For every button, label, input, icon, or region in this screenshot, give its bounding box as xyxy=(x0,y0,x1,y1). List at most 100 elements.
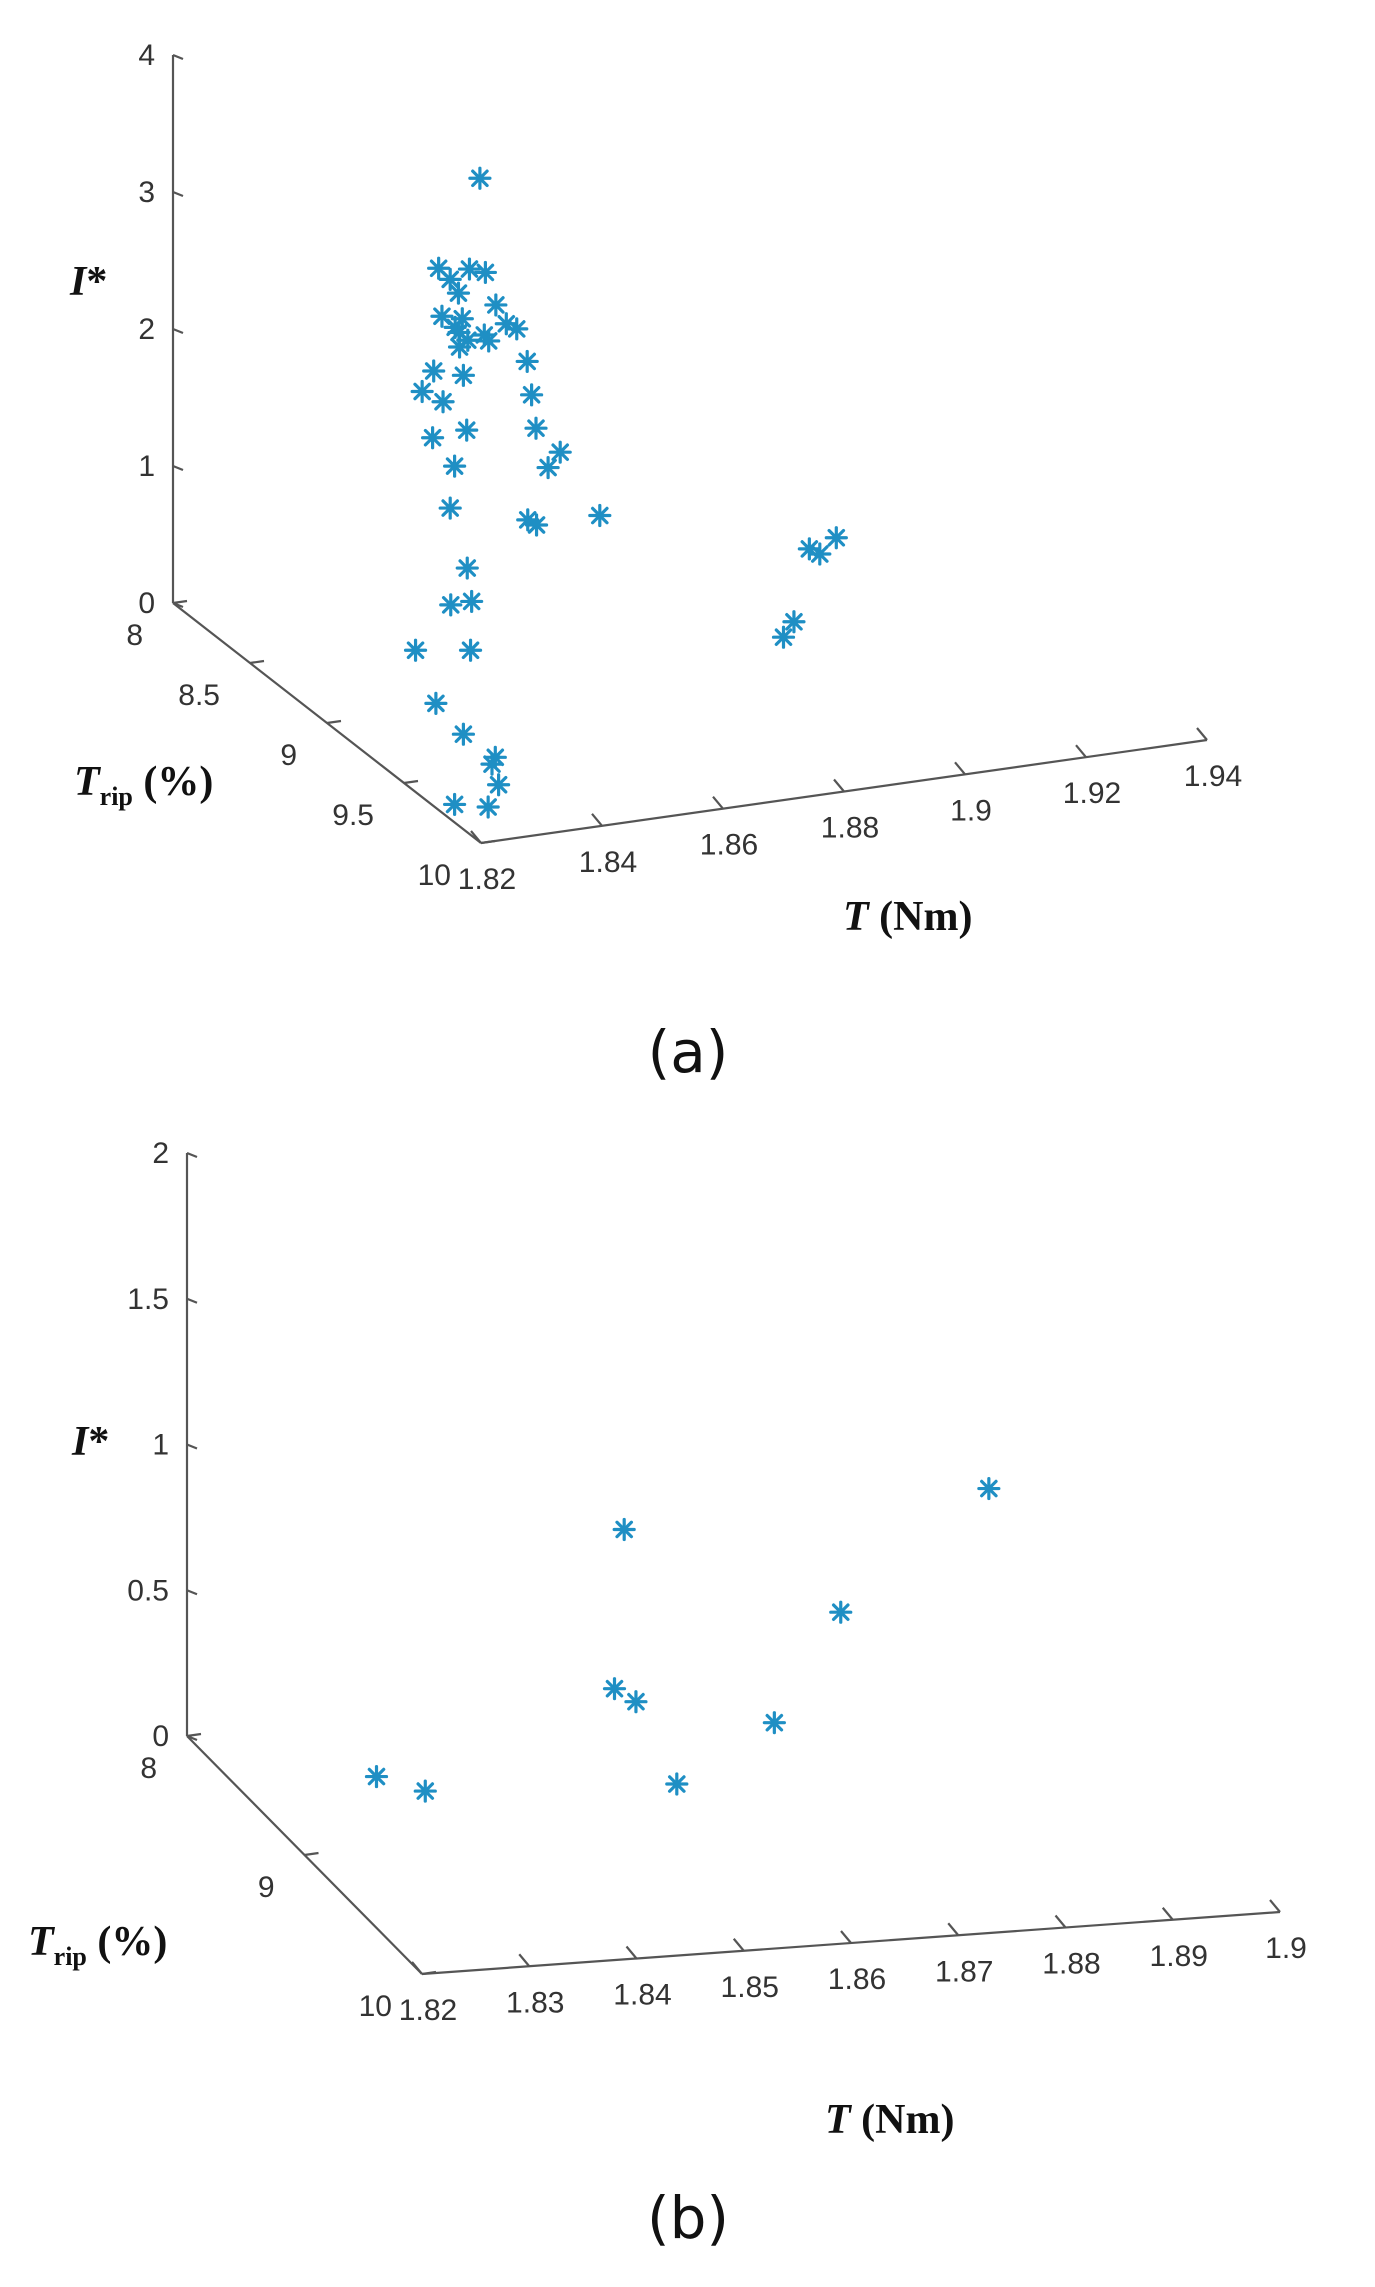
data-point-a xyxy=(443,792,467,817)
trip-tick-mark-a xyxy=(403,779,419,785)
z-tick-label-a: 1 xyxy=(138,450,155,483)
z-tick-mark-a xyxy=(172,327,184,335)
t-tick-mark-a xyxy=(712,795,724,810)
t-tick-mark-b xyxy=(1054,1914,1067,1929)
z-tick-mark-b xyxy=(186,1443,198,1450)
trip-tick-mark-a xyxy=(249,659,265,665)
t-tick-mark-a xyxy=(470,830,482,844)
z-tick-label-b: 0 xyxy=(152,1720,169,1753)
trip-tick-mark-b xyxy=(421,1970,437,1976)
data-points-b xyxy=(364,1476,1001,1803)
trip-tick-label-a: 9 xyxy=(280,739,297,772)
data-point-a xyxy=(422,359,446,383)
t-tick-label-b: 1.89 xyxy=(1150,1940,1208,1973)
trip-tick-mark-a xyxy=(326,719,342,725)
caption-b: (b) xyxy=(647,2184,729,2252)
z-tick-label-b: 2 xyxy=(152,1137,169,1170)
t-tick-label-b: 1.86 xyxy=(828,1963,886,1996)
trip-tick-label-a: 9.5 xyxy=(332,799,374,832)
data-point-a xyxy=(438,496,462,520)
data-point-b xyxy=(762,1711,786,1735)
data-point-a xyxy=(824,526,848,550)
data-point-b xyxy=(612,1517,636,1542)
data-point-a xyxy=(515,349,539,374)
data-point-a xyxy=(457,257,482,281)
z-tick-label-a: 4 xyxy=(138,39,155,72)
data-point-b xyxy=(829,1600,853,1624)
data-point-a xyxy=(516,508,540,532)
data-point-a xyxy=(447,320,471,345)
trip-axis-label-a: Trip (%) xyxy=(74,759,213,811)
data-point-a xyxy=(430,304,454,328)
data-point-a xyxy=(424,691,448,715)
data-point-b xyxy=(364,1764,389,1789)
data-point-a xyxy=(447,335,472,359)
data-point-a xyxy=(451,363,475,387)
data-point-a xyxy=(808,542,832,566)
t-tick-label-b: 1.88 xyxy=(1042,1948,1100,1981)
z-tick-label-b: 1.5 xyxy=(127,1283,169,1316)
t-tick-mark-a xyxy=(954,761,966,776)
t-tick-mark-b xyxy=(732,1938,745,1952)
trip-tick-mark-a xyxy=(172,599,188,605)
data-point-a xyxy=(439,593,463,617)
t-tick-mark-a xyxy=(1075,744,1087,758)
tick-group-b: 0 0.5 1 1.5 2 8 9 10 1.82 1.83 1.84 1.85 1.86 1.87 1.8… xyxy=(127,1137,1307,2027)
t-tick-label-a: 1.86 xyxy=(700,829,758,862)
trip-tick-mark-b xyxy=(186,1732,202,1738)
z-tick-label-b: 0.5 xyxy=(127,1574,169,1607)
data-point-a xyxy=(519,383,544,407)
t-tick-mark-b xyxy=(625,1945,638,1960)
data-point-a xyxy=(403,638,428,662)
data-point-a xyxy=(455,556,479,580)
t-tick-mark-b xyxy=(1161,1907,1174,1921)
data-point-a xyxy=(443,454,467,478)
t-tick-label-b: 1.82 xyxy=(399,1994,457,2027)
z-tick-mark-a xyxy=(172,53,184,61)
t-tick-label-b: 1.85 xyxy=(721,1971,779,2004)
data-point-a xyxy=(480,752,504,776)
z-tick-mark-b xyxy=(186,1151,198,1159)
data-point-a xyxy=(438,267,462,291)
z-tick-mark-a xyxy=(172,464,184,472)
t-tick-mark-b xyxy=(1269,1899,1281,1913)
trip-tick-label-a: 10 xyxy=(418,859,451,892)
caption-a: (a) xyxy=(648,1018,729,1086)
trip-axis-label-b: Trip (%) xyxy=(28,1919,167,1971)
z-tick-label-a: 3 xyxy=(138,176,155,209)
data-point-a xyxy=(476,795,500,819)
t-tick-mark-a xyxy=(591,813,603,827)
t-tick-label-a: 1.92 xyxy=(1063,777,1121,810)
data-point-a xyxy=(410,379,434,404)
data-point-b xyxy=(665,1772,689,1796)
data-point-a xyxy=(451,722,475,746)
z-tick-label-a: 0 xyxy=(138,587,155,620)
data-point-a xyxy=(468,166,492,190)
trip-tick-mark-a xyxy=(480,839,496,845)
t-tick-label-a: 1.82 xyxy=(458,863,516,896)
trip-tick-label-b: 10 xyxy=(359,1990,392,2023)
trip-tick-label-b: 8 xyxy=(140,1752,157,1785)
trip-tick-label-a: 8 xyxy=(126,619,143,652)
data-points-a xyxy=(403,166,848,819)
tick-group-a: 0 1 2 3 4 8 8.5 9 9.5 10 1.82 1.84 1.86 1.88 1.9 1.92 1.… xyxy=(126,39,1242,896)
z-axis-label-b: I* xyxy=(71,1419,109,1465)
z-tick-label-a: 2 xyxy=(138,313,155,346)
t-tick-mark-b xyxy=(411,1961,423,1975)
z-tick-label-b: 1 xyxy=(152,1429,169,1462)
data-point-b xyxy=(977,1476,1001,1501)
data-point-a xyxy=(771,625,796,649)
data-point-a xyxy=(473,260,497,285)
t-tick-label-b: 1.84 xyxy=(613,1979,671,2012)
data-point-a xyxy=(421,426,445,450)
t-tick-label-a: 1.9 xyxy=(950,794,992,827)
t-tick-mark-b xyxy=(947,1922,960,1936)
t-tick-mark-a xyxy=(833,778,845,793)
t-tick-label-b: 1.9 xyxy=(1265,1932,1307,1965)
trip-tick-mark-b xyxy=(304,1851,319,1857)
data-point-a xyxy=(548,440,572,464)
t-tick-label-a: 1.88 xyxy=(821,812,879,845)
scatter3d-panel-a: 0 1 2 3 4 8 8.5 9 9.5 10 1.82 1.84 1.86 1.88 1.9 1.92 1.… xyxy=(69,39,1242,940)
z-tick-mark-b xyxy=(186,1297,198,1304)
